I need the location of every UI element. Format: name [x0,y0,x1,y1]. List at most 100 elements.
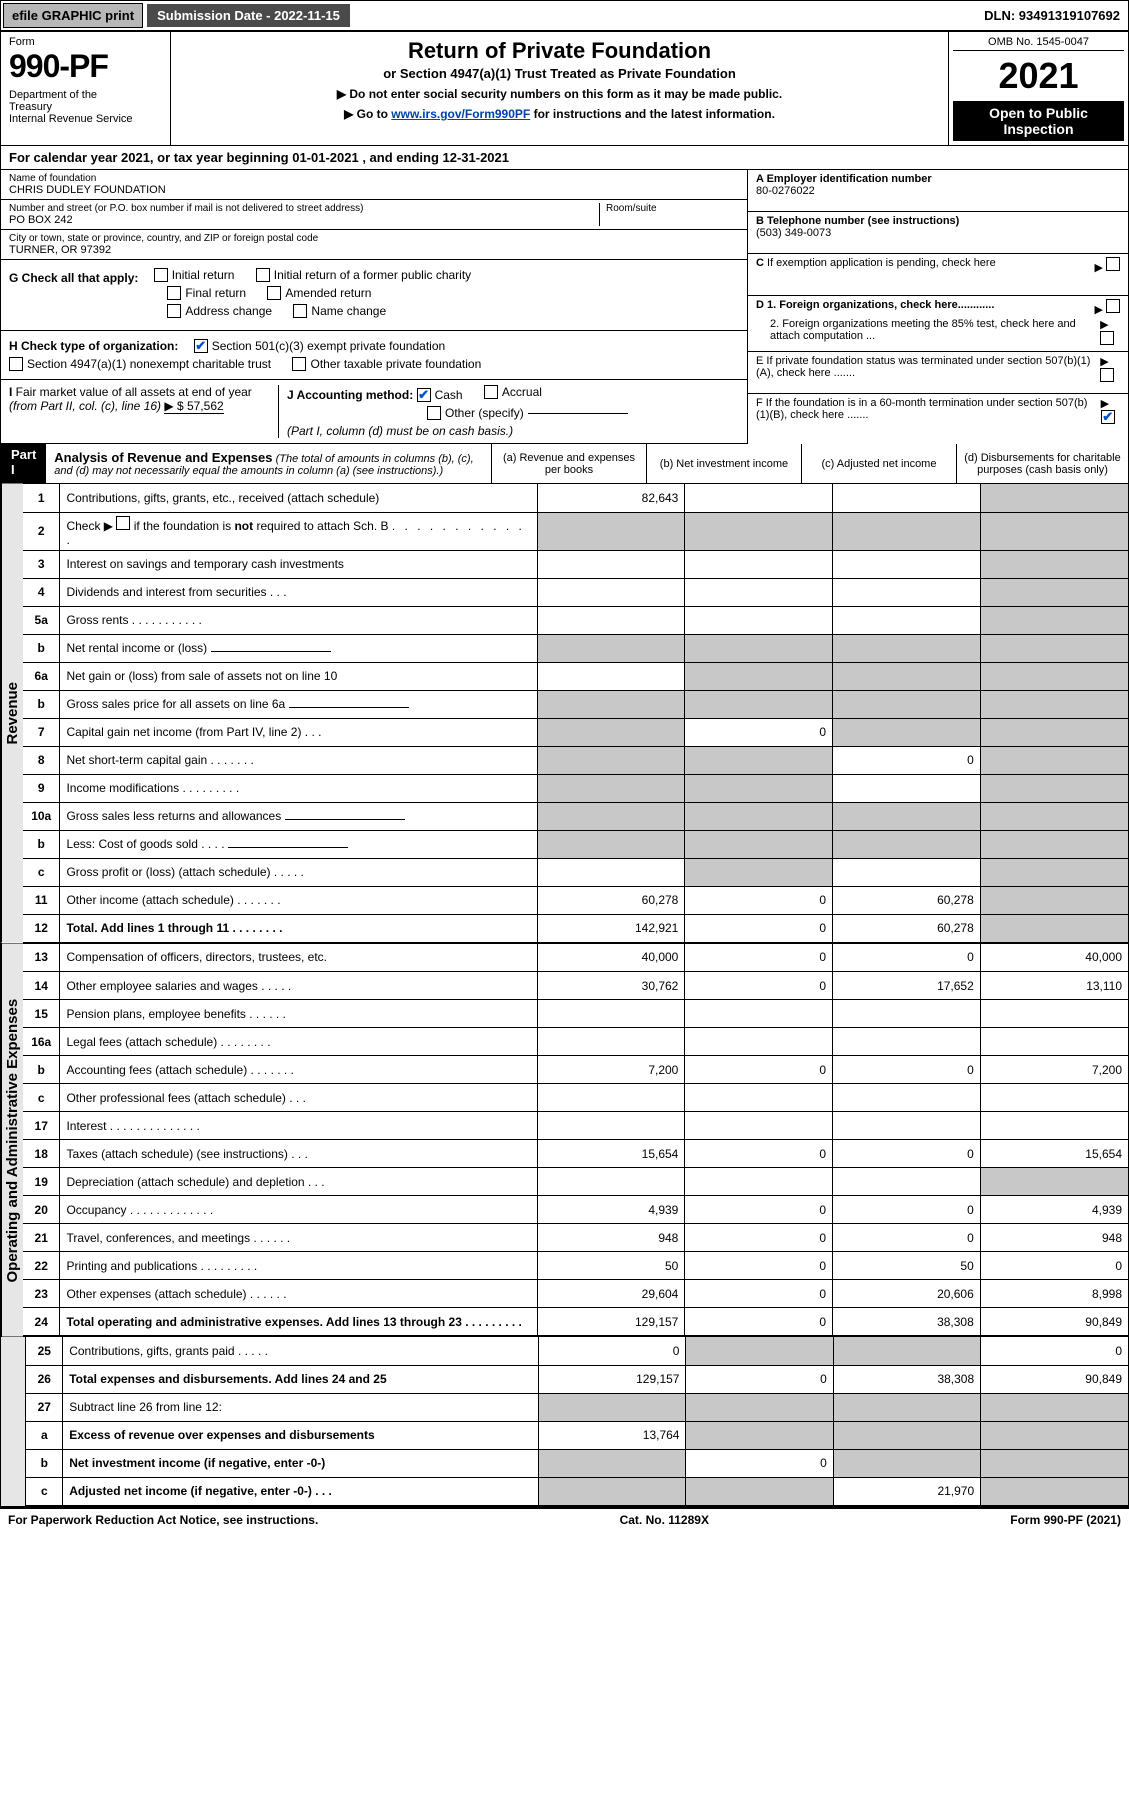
initial-former-checkbox[interactable] [256,268,270,282]
expenses-table: 13 Compensation of officers, directors, … [23,944,1128,1337]
expenses-side-label: Operating and Administrative Expenses [1,944,23,1337]
footer-mid: Cat. No. 11289X [620,1513,709,1527]
i-j-section: I Fair market value of all assets at end… [1,380,747,444]
e-checkbox[interactable] [1100,368,1114,382]
table-row: 25 Contributions, gifts, grants paid . .… [26,1337,1128,1365]
header-right: OMB No. 1545-0047 2021 Open to PublicIns… [948,32,1128,145]
table-row: c Gross profit or (loss) (attach schedul… [23,858,1128,886]
form-note-1: ▶ Do not enter social security numbers o… [177,87,942,101]
address-change-checkbox[interactable] [167,304,181,318]
efile-button[interactable]: efile GRAPHIC print [3,3,143,28]
summary-section: 25 Contributions, gifts, grants paid . .… [1,1337,1128,1508]
table-row: 9 Income modifications . . . . . . . . . [23,774,1128,802]
table-row: 12 Total. Add lines 1 through 11 . . . .… [23,914,1128,942]
form-note-2: ▶ Go to www.irs.gov/Form990PF for instru… [177,107,942,121]
table-row: a Excess of revenue over expenses and di… [26,1421,1128,1449]
table-row: 17 Interest . . . . . . . . . . . . . . [23,1112,1128,1140]
cash-checkbox[interactable] [417,388,431,402]
j-cash: Cash [435,388,463,402]
other-method-checkbox[interactable] [427,406,441,420]
irs-link[interactable]: www.irs.gov/Form990PF [391,107,530,121]
table-row: 15 Pension plans, employee benefits . . … [23,1000,1128,1028]
note2-pre: ▶ Go to [344,107,391,121]
h-opt1: Section 501(c)(3) exempt private foundat… [212,339,445,353]
info-right: A Employer identification number 80-0276… [748,170,1128,444]
g-item-3: Amended return [285,286,371,300]
table-row: 24 Total operating and administrative ex… [23,1308,1128,1336]
footer-left: For Paperwork Reduction Act Notice, see … [8,1513,318,1527]
d1-checkbox[interactable] [1106,299,1120,313]
j-label: J Accounting method: [287,388,413,402]
revenue-side-label: Revenue [1,484,23,943]
other-taxable-checkbox[interactable] [292,357,306,371]
summary-table: 25 Contributions, gifts, grants paid . .… [26,1337,1128,1506]
city-cell: City or town, state or province, country… [1,230,747,260]
col-c-header: (c) Adjusted net income [801,444,956,483]
box-j: J Accounting method: Cash Accrual Other … [279,385,739,438]
city-value: TURNER, OR 97392 [9,244,739,256]
omb-number: OMB No. 1545-0047 [953,36,1124,51]
expenses-section: Operating and Administrative Expenses 13… [1,944,1128,1338]
addr-label: Number and street (or P.O. box number if… [9,203,599,214]
table-row: b Net investment income (if negative, en… [26,1449,1128,1477]
col-d-header: (d) Disbursements for charitable purpose… [956,444,1128,483]
header-middle: Return of Private Foundation or Section … [171,32,948,145]
address-cell: Number and street (or P.O. box number if… [1,200,747,230]
table-row: b Less: Cost of goods sold . . . . [23,830,1128,858]
submission-date: Submission Date - 2022-11-15 [147,4,350,27]
table-row: b Accounting fees (attach schedule) . . … [23,1056,1128,1084]
j-accrual: Accrual [502,385,542,399]
footer: For Paperwork Reduction Act Notice, see … [0,1509,1129,1531]
box-c: C If exemption application is pending, c… [748,254,1128,296]
table-row: 3 Interest on savings and temporary cash… [23,550,1128,578]
g-item-0: Initial return [172,268,235,282]
dln: DLN: 93491319107692 [976,4,1128,27]
form-label: Form [9,36,162,48]
j-other: Other (specify) [445,406,524,420]
table-row: 5a Gross rents . . . . . . . . . . . [23,606,1128,634]
box-b: B Telephone number (see instructions) (5… [748,212,1128,254]
box-e: E If private foundation status was termi… [748,352,1128,394]
form-number: 990-PF [9,48,162,85]
form-header: Form 990-PF Department of theTreasuryInt… [1,32,1128,146]
table-row: 6a Net gain or (loss) from sale of asset… [23,662,1128,690]
final-return-checkbox[interactable] [167,286,181,300]
calendar-year: For calendar year 2021, or tax year begi… [1,146,1128,170]
d2-checkbox[interactable] [1100,331,1114,345]
h-opt3: Other taxable private foundation [310,357,481,371]
part1-label: Part I [1,444,46,483]
box-f: F If the foundation is in a 60-month ter… [748,394,1128,436]
accrual-checkbox[interactable] [484,385,498,399]
table-row: c Adjusted net income (if negative, ente… [26,1477,1128,1505]
table-row: 7 Capital gain net income (from Part IV,… [23,718,1128,746]
table-row: b Gross sales price for all assets on li… [23,690,1128,718]
info-left: Name of foundation CHRIS DUDLEY FOUNDATI… [1,170,748,444]
g-label: G Check all that apply: [9,271,138,285]
amended-return-checkbox[interactable] [267,286,281,300]
4947-checkbox[interactable] [9,357,23,371]
room-label: Room/suite [606,203,739,214]
d2-label: 2. Foreign organizations meeting the 85%… [756,318,1092,342]
tax-year: 2021 [953,55,1124,97]
department: Department of theTreasuryInternal Revenu… [9,89,162,125]
table-row: 10a Gross sales less returns and allowan… [23,802,1128,830]
a-label: A Employer identification number [756,173,1120,185]
name-change-checkbox[interactable] [293,304,307,318]
name-label: Name of foundation [9,173,739,184]
table-row: 18 Taxes (attach schedule) (see instruct… [23,1140,1128,1168]
form-subtitle: or Section 4947(a)(1) Trust Treated as P… [177,66,942,81]
501c3-checkbox[interactable] [194,339,208,353]
g-item-2: Final return [185,286,246,300]
table-row: 27Subtract line 26 from line 12: [26,1393,1128,1421]
f-checkbox[interactable] [1101,410,1115,424]
table-row: 14 Other employee salaries and wages . .… [23,972,1128,1000]
sch-b-checkbox[interactable] [116,516,130,530]
table-row: 26 Total expenses and disbursements. Add… [26,1365,1128,1393]
c-checkbox[interactable] [1106,257,1120,271]
check-h: H Check type of organization: Section 50… [1,331,747,380]
b-label: B Telephone number (see instructions) [756,215,1120,227]
info-grid: Name of foundation CHRIS DUDLEY FOUNDATI… [1,170,1128,444]
open-public: Open to PublicInspection [953,101,1124,141]
initial-return-checkbox[interactable] [154,268,168,282]
box-d: D 1. Foreign organizations, check here..… [748,296,1128,352]
